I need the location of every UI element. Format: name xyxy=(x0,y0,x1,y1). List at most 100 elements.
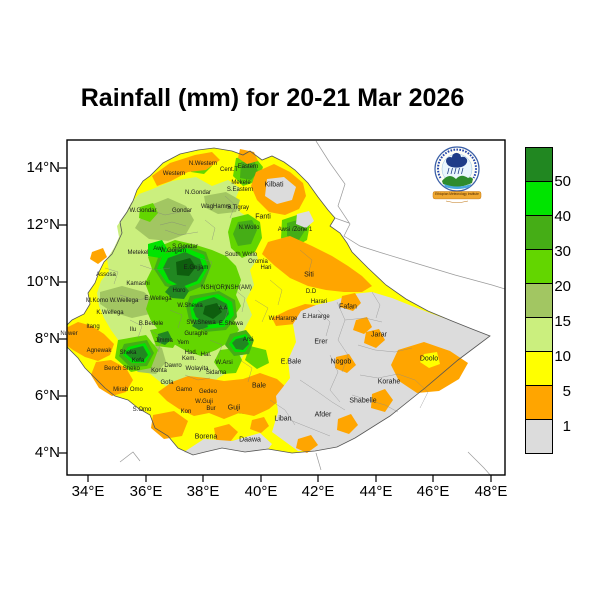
map-label: Liban xyxy=(274,415,292,423)
legend-value: 50 xyxy=(554,173,571,190)
lon-tick-label: 36°E xyxy=(129,483,163,500)
lon-tick-label: 44°E xyxy=(359,483,393,500)
map-label: Fafan xyxy=(339,303,357,311)
map-label: NSH(AM) xyxy=(226,285,252,291)
map-label: W.Shewa xyxy=(177,303,203,309)
meteorology-institute-logo xyxy=(432,146,482,203)
map-label: WagHamra xyxy=(200,204,232,210)
map-label: Gedeo xyxy=(198,389,218,395)
map-label: Nogob xyxy=(330,358,352,366)
lat-tick-label: 10°N xyxy=(26,273,60,290)
axis-ticks xyxy=(59,167,492,482)
map-label: Borena xyxy=(194,433,218,441)
plot-frame xyxy=(66,139,506,476)
map-label: W.Hararge xyxy=(268,316,298,322)
map-label: Horo xyxy=(172,288,186,294)
map-label: Kefa xyxy=(131,358,145,364)
map-label: Doolo xyxy=(419,355,439,363)
map-label: Nuwer xyxy=(60,331,78,337)
logo-rain-cloud-icon xyxy=(446,152,468,175)
map-label: E.Shewa xyxy=(218,321,244,327)
map-label: Hari xyxy=(260,265,272,271)
legend-color-cell xyxy=(525,419,553,454)
lon-tick-label: 42°E xyxy=(301,483,335,500)
map-label: Gamo xyxy=(175,387,193,393)
map-label: Sidama xyxy=(205,370,227,376)
map-label: Shabelle xyxy=(349,397,377,405)
map-label: Western xyxy=(162,171,186,177)
map-label: E.Bale xyxy=(280,358,302,366)
map-label: Dawro xyxy=(164,363,182,369)
legend-value: 10 xyxy=(554,348,571,365)
map-label: Gofa xyxy=(160,380,174,386)
map-label: E.Gojjam xyxy=(183,265,209,271)
neighbour-borders xyxy=(119,140,505,475)
lat-tick-label: 8°N xyxy=(34,330,60,347)
legend-color-cell xyxy=(525,215,553,250)
legend-color-cell xyxy=(525,249,553,284)
map-label: Afder xyxy=(314,411,332,419)
map-label: W.Guji xyxy=(195,399,213,405)
legend-value: 20 xyxy=(554,278,571,295)
map-label: Korahe xyxy=(377,378,401,386)
lat-tick-label: 12°N xyxy=(26,216,60,233)
legend-color-cell xyxy=(525,351,553,386)
map-label: Fanti xyxy=(255,213,271,221)
logo-banner-text: Ethiopian Meteorology Institute xyxy=(435,192,479,197)
legend-color-cell xyxy=(525,385,553,420)
legend-value: 30 xyxy=(554,243,571,260)
map-label: Awi xyxy=(153,246,163,252)
ethiopia-border xyxy=(67,147,491,456)
logo-arc-text xyxy=(437,148,477,179)
map-label: M.Komo xyxy=(85,298,109,304)
lat-tick-label: 4°N xyxy=(34,444,60,461)
map-label: S.Omo xyxy=(132,407,152,413)
map-label: Konta xyxy=(151,368,167,374)
lon-tick-label: 40°E xyxy=(244,483,278,500)
map-label: S.Eastern xyxy=(226,187,254,193)
map-label: S.Tigray xyxy=(226,205,250,211)
lon-tick-label: 34°E xyxy=(71,483,105,500)
map-label: N.Gondar xyxy=(184,190,212,196)
map-label: Ilu xyxy=(129,327,137,333)
map-label: W.Gondar xyxy=(129,208,157,214)
map-label: Hal. xyxy=(200,352,212,358)
map-label: South Wollo xyxy=(224,252,258,258)
map-label: N.Wollo xyxy=(238,225,260,231)
legend-color-cell xyxy=(525,147,553,182)
map-label: D.D xyxy=(305,289,317,295)
lat-tick-label: 6°N xyxy=(34,387,60,404)
legend-value: 5 xyxy=(562,383,571,400)
map-label: Kem. xyxy=(181,356,197,362)
lon-tick-label: 38°E xyxy=(186,483,220,500)
map-label: W.Wellega xyxy=(109,298,139,304)
map-label: Bale xyxy=(251,382,267,390)
map-label: Sheka xyxy=(119,350,137,356)
map-label: Eastern xyxy=(237,164,259,170)
map-label: N.Western xyxy=(188,161,218,167)
map-label: Siti xyxy=(304,271,314,279)
map-label: Had. xyxy=(184,350,198,356)
map-label: Wolayita xyxy=(185,366,209,372)
map-label: Arsi xyxy=(242,337,254,343)
map-label: Yem xyxy=(177,340,189,346)
map-label: Itang xyxy=(86,324,100,330)
lon-tick-label: 46°E xyxy=(416,483,450,500)
map-label: Agnewak xyxy=(86,348,112,354)
map-label: Mekele xyxy=(231,180,251,186)
map-label: Kamashi xyxy=(126,281,150,287)
map-label: B.Bedele xyxy=(138,321,164,327)
map-label: W.Gojjam xyxy=(159,248,187,254)
map-label: K.Wellega xyxy=(96,310,124,316)
map-label: Jimma xyxy=(155,338,173,344)
map-label: S.Gondar xyxy=(172,244,198,250)
logo-banner xyxy=(432,191,482,200)
map-label: Harari xyxy=(310,299,328,305)
map-label: Gondar xyxy=(171,208,193,214)
map-label: Cent.T xyxy=(219,167,239,173)
map-label: Awsi /Zone 1 xyxy=(277,227,313,233)
map-label: SW.Shewa xyxy=(186,320,216,326)
map-label: Metekel xyxy=(127,250,149,256)
map-fill-layers xyxy=(67,140,505,475)
